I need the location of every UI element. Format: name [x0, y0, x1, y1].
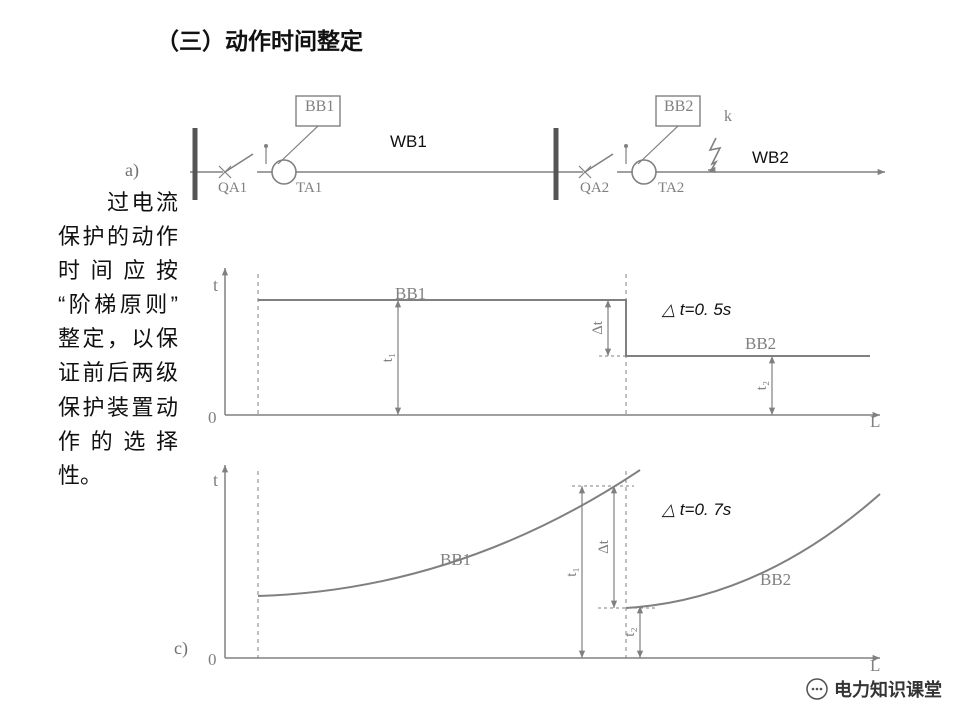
label: t	[213, 470, 218, 491]
label: △ t=0. 7s	[662, 500, 731, 520]
label: t	[213, 275, 218, 296]
label: 0	[208, 408, 217, 428]
svg-text:t₁: t₁	[380, 353, 396, 362]
label: L	[870, 656, 880, 676]
label: WB2	[752, 148, 789, 168]
watermark: 电力知识课堂	[806, 676, 942, 702]
label: QA1	[218, 180, 247, 197]
label: QA2	[580, 180, 609, 197]
label: L	[870, 412, 880, 432]
chat-icon	[806, 678, 828, 700]
label: WB1	[390, 132, 427, 152]
label: BB1	[440, 550, 471, 570]
label: BB2	[760, 570, 791, 590]
label: k	[724, 108, 732, 126]
label: TA1	[296, 180, 322, 197]
label: 0	[208, 650, 217, 670]
svg-text:t₁: t₁	[564, 567, 580, 576]
svg-text:t₂: t₂	[754, 381, 770, 390]
label: BB1	[305, 98, 334, 116]
label: BB1	[395, 284, 426, 304]
label: BB2	[664, 98, 693, 116]
label: TA2	[658, 180, 684, 197]
svg-text:Δt: Δt	[596, 539, 612, 554]
label: a)	[125, 160, 139, 181]
svg-text:Δt: Δt	[590, 320, 606, 335]
svg-text:t₂: t₂	[622, 627, 638, 636]
label: △ t=0. 5s	[662, 300, 731, 320]
diagram-canvas: t₁ Δt t₂ t₁ Δt t₂	[0, 0, 960, 720]
label: c)	[174, 638, 188, 659]
label: BB2	[745, 334, 776, 354]
